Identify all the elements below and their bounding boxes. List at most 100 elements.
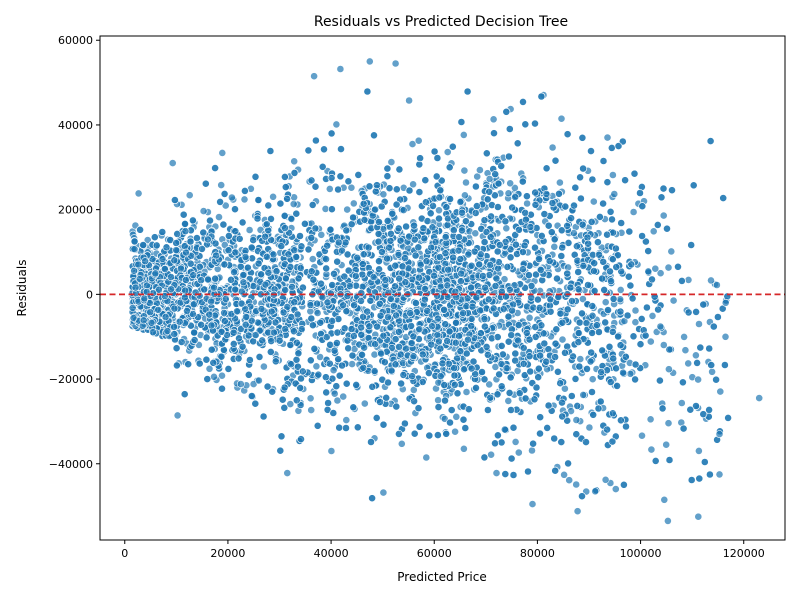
scatter-point [350,301,358,310]
scatter-point [287,214,296,223]
scatter-point [662,440,671,449]
scatter-point [519,265,527,274]
scatter-point [695,446,703,455]
scatter-point [610,190,619,198]
scatter-point [620,480,628,489]
scatter-point [254,376,263,385]
scatter-point [551,466,560,475]
scatter-point [579,390,588,399]
scatter-point [462,388,471,396]
scatter-point [221,201,230,210]
scatter-point [631,318,640,327]
scatter-point [540,210,549,218]
scatter-point [534,364,543,373]
scatter-point [504,337,513,346]
scatter-point [263,382,272,391]
scatter-point [421,198,430,207]
scatter-point [308,255,317,263]
scatter-point [531,243,539,252]
scatter-point [644,247,653,255]
scatter-point [409,332,418,341]
scatter-point [487,450,495,459]
scatter-point [603,178,612,187]
scatter-point [588,375,597,384]
scatter-point [656,322,665,331]
scatter-point [327,129,336,138]
scatter-point [419,224,428,233]
scatter-point [587,348,596,357]
scatter-point [459,444,468,453]
scatter-point [558,335,567,344]
scatter-point [288,282,296,291]
scatter-point [202,333,211,342]
scatter-point [557,252,566,260]
scatter-point [266,147,275,155]
scatter-point [473,341,482,349]
scatter-point [669,296,678,305]
scatter-point [227,193,236,202]
scatter-point [724,413,732,422]
scatter-point [309,275,318,284]
scatter-point [139,241,148,249]
scatter-point [506,179,515,188]
scatter-point [536,351,544,360]
scatter-point [257,270,265,279]
scatter-point [430,147,439,156]
scatter-point [502,224,511,233]
scatter-point [518,177,527,186]
scatter-point [604,306,612,314]
scatter-point [130,237,139,246]
scatter-point [461,424,470,432]
scatter-point [195,359,204,368]
scatter-point [514,321,523,329]
scatter-point [414,243,423,252]
scatter-point [542,164,551,173]
scatter-point [203,375,212,383]
scatter-point [443,148,452,156]
scatter-point [307,406,316,414]
scatter-point [659,211,668,220]
scatter-point [247,392,256,400]
scatter-point [384,378,392,387]
scatter-point [631,360,640,369]
scatter-point [557,438,566,446]
scatter-point [177,338,186,346]
scatter-point [339,392,348,401]
scatter-point [218,148,227,157]
scatter-point [648,311,657,320]
scatter-point [409,180,417,189]
scatter-point [642,237,650,246]
scatter-point [629,208,638,216]
scatter-point [476,306,485,315]
scatter-point [596,212,604,221]
scatter-point [409,385,418,394]
scatter-point [598,346,607,355]
scatter-point [442,429,451,438]
scatter-point [397,439,406,448]
scatter-point [443,221,452,229]
scatter-point [627,260,636,269]
scatter-point [306,394,315,403]
scatter-point [307,314,316,323]
scatter-point [566,283,575,292]
scatter-point [480,238,489,246]
scatter-point [344,177,353,186]
scatter-point [528,500,537,508]
scatter-point [286,400,295,408]
scatter-point [411,299,420,307]
scatter-point [548,143,557,152]
scatter-point [344,344,353,353]
scatter-point [664,419,673,428]
scatter-point [520,241,529,250]
scatter-point [550,434,559,443]
scatter-point [543,423,552,432]
scatter-point [348,360,356,368]
scatter-point [588,388,596,396]
scatter-point [367,438,375,446]
scatter-point [684,359,693,368]
scatter-point [342,424,350,432]
scatter-point [524,467,532,476]
scatter-point [245,226,254,234]
scatter-point [382,393,391,402]
scatter-point [414,136,423,145]
